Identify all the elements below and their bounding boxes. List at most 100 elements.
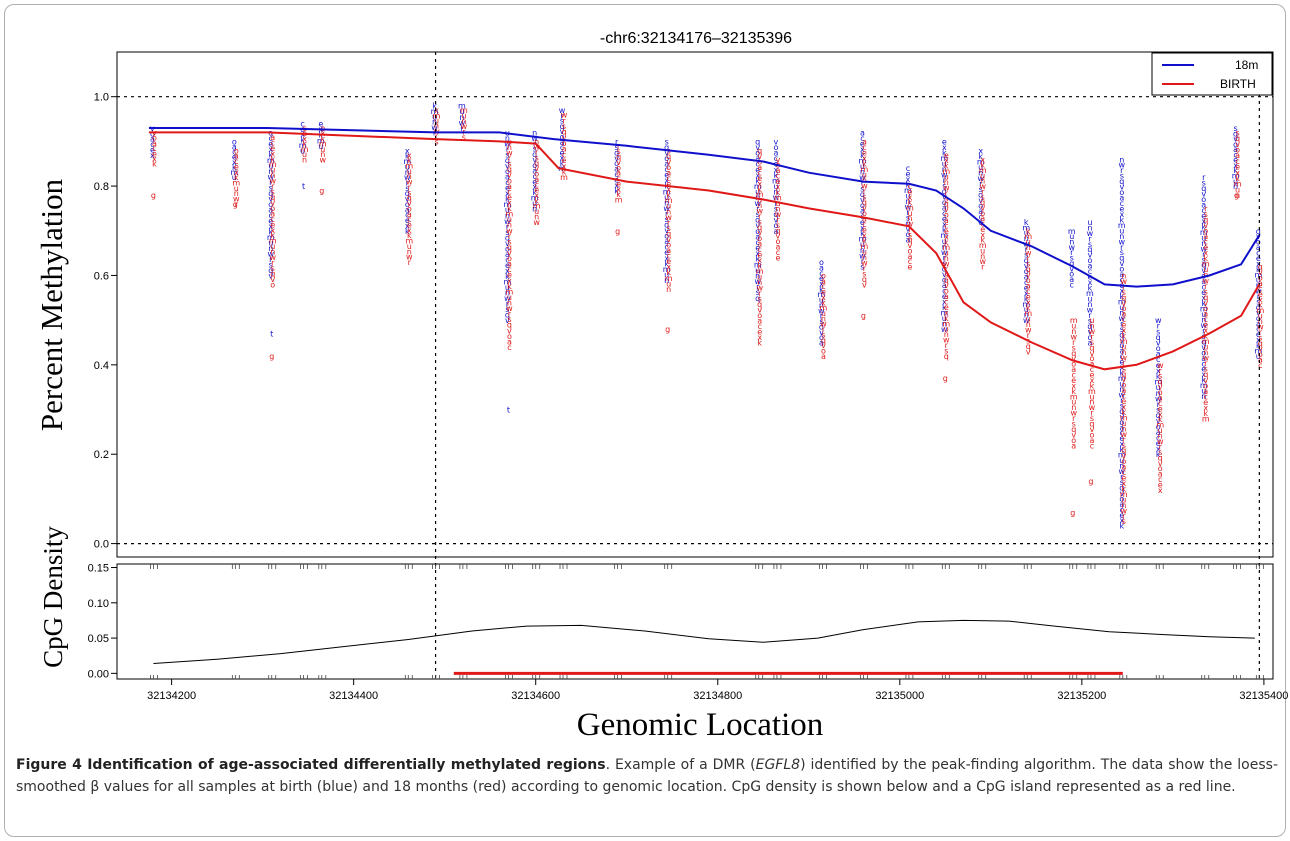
sample-point: k xyxy=(507,282,512,291)
sample-point: a xyxy=(1071,441,1076,450)
sample-point: k xyxy=(944,238,949,247)
sample-point: c xyxy=(507,265,511,274)
sample-point: w xyxy=(320,155,327,164)
sample-point: m xyxy=(1118,297,1126,306)
sample-point: u xyxy=(407,167,412,176)
sample-point: a xyxy=(757,163,762,172)
sample-point: q xyxy=(907,236,912,245)
sample-point: o xyxy=(907,246,912,255)
sample-point-outlier: t xyxy=(507,406,510,415)
sample-point: r xyxy=(822,325,826,334)
sample-point: a xyxy=(942,204,947,213)
sample-point: n xyxy=(819,301,824,310)
sample-point: v xyxy=(1024,262,1029,271)
sample-point: q xyxy=(1256,227,1261,236)
sample-point: k xyxy=(505,195,510,204)
sample-point: x xyxy=(1233,161,1238,170)
sample-point: k xyxy=(234,173,239,182)
sample-point: k xyxy=(1156,372,1161,381)
sample-point: a xyxy=(1121,463,1126,472)
sample-point-outlier: g xyxy=(1088,477,1093,486)
sample-point: k xyxy=(1119,522,1124,531)
sample-point: o xyxy=(1089,430,1094,439)
sample-point: v xyxy=(507,171,512,180)
sample-point: e xyxy=(664,248,669,257)
sample-point: c xyxy=(507,187,511,196)
sample-point: k xyxy=(268,227,273,236)
sample-point: s xyxy=(1072,420,1076,429)
sample-point: c xyxy=(1120,505,1124,514)
sample-point: x xyxy=(1203,403,1208,412)
sample-point: n xyxy=(1119,462,1124,471)
sample-point: x xyxy=(821,293,826,302)
sample-point: w xyxy=(861,181,868,190)
sample-point: k xyxy=(1119,445,1124,454)
sample-point: x xyxy=(980,155,985,164)
sample-point: r xyxy=(1120,319,1124,328)
sample-point: e xyxy=(1119,358,1124,367)
sample-point: w xyxy=(754,199,761,208)
sample-point: e xyxy=(507,271,512,280)
sample-point: o xyxy=(505,167,510,176)
sample-point: k xyxy=(534,196,539,205)
sample-point: v xyxy=(1258,344,1263,353)
sample-point: c xyxy=(1072,371,1076,380)
sample-point: v xyxy=(978,196,983,205)
sample-point: c xyxy=(756,238,760,247)
sample-point: r xyxy=(1088,234,1092,243)
sample-point: r xyxy=(460,124,464,133)
sample-point: e xyxy=(534,186,539,195)
sample-point: o xyxy=(234,146,239,155)
sample-point: v xyxy=(757,152,762,161)
sample-point: q xyxy=(1203,293,1208,302)
sample-point: a xyxy=(775,243,780,252)
sample-point: u xyxy=(1071,322,1076,331)
sample-point: e xyxy=(757,251,762,260)
sample-point: w xyxy=(1202,354,1209,363)
sample-point: s xyxy=(1090,338,1094,347)
sample-point: e xyxy=(270,144,275,153)
sample-point: x xyxy=(1156,445,1161,454)
sample-point-outlier: g xyxy=(1070,508,1075,517)
sample-point: x xyxy=(405,221,410,230)
sample-point: o xyxy=(1119,418,1124,427)
sample-point: e xyxy=(862,148,867,157)
sample-point: v xyxy=(944,205,949,214)
sample-point: a xyxy=(534,175,539,184)
sample-point: e xyxy=(268,139,273,148)
sample-point: v xyxy=(1088,328,1093,337)
sample-point: e xyxy=(942,137,947,146)
figure-plot: -chr6:32134176–32135396 voacexvoacexkgoa… xyxy=(34,30,1288,743)
sample-point: w xyxy=(905,203,912,212)
sample-point: w xyxy=(1089,403,1096,412)
sample-point: u xyxy=(862,170,867,179)
sample-point: w xyxy=(1025,249,1032,258)
sample-point: u xyxy=(942,237,947,246)
sample-point: a xyxy=(757,240,762,249)
sample-point: s xyxy=(1234,124,1238,133)
sample-point: a xyxy=(666,246,671,255)
sample-point: m xyxy=(1070,316,1078,325)
sample-point: c xyxy=(533,172,537,181)
sample-point: m xyxy=(1086,289,1094,298)
sample-point: k xyxy=(1121,484,1126,493)
sample-point: e xyxy=(664,171,669,180)
sample-point: e xyxy=(616,179,621,188)
sample-point: o xyxy=(1258,273,1263,282)
sample-point: e xyxy=(666,180,671,189)
sample-point: u xyxy=(1089,392,1094,401)
sample-point: v xyxy=(1090,425,1095,434)
sample-point: x xyxy=(507,276,512,285)
sample-point: n xyxy=(944,330,949,339)
sample-point: k xyxy=(1026,227,1031,236)
sample-point: q xyxy=(1071,425,1076,434)
sample-point: s xyxy=(1156,327,1160,336)
sample-point: n xyxy=(942,320,947,329)
sample-point: q xyxy=(1121,293,1126,302)
sample-point: c xyxy=(535,180,539,189)
sample-point: c xyxy=(944,298,948,307)
sample-point: q xyxy=(507,321,512,330)
sample-point-outlier: g xyxy=(1234,191,1239,200)
sample-point: m xyxy=(1118,374,1126,383)
sample-point: c xyxy=(1204,315,1208,324)
